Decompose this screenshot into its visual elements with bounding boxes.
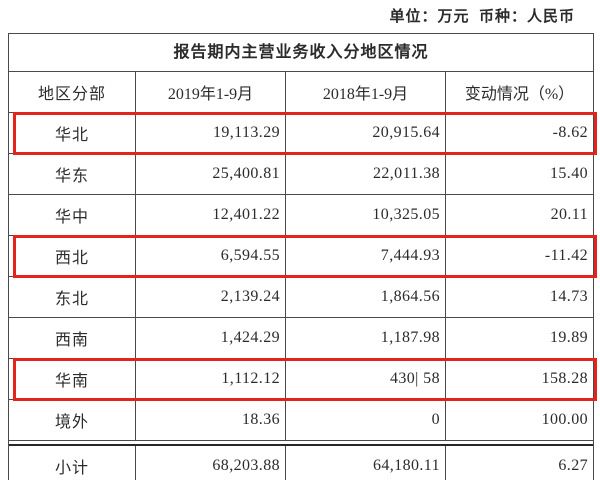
unit-currency-note: 单位：万元 币种：人民币 <box>389 9 575 25</box>
value-2018-cell: 0 <box>286 400 446 440</box>
change-cell: 20.11 <box>550 206 588 223</box>
value-2018-cell: 64,180.11 <box>286 446 446 480</box>
table-row: 境外 18.36 0 100.00 <box>9 400 593 441</box>
value-2018-cell: 22,011.38 <box>286 154 446 194</box>
table-row: 西北 6,594.55 7,444.93 -11.42 <box>9 236 593 277</box>
header-change-percent: 变动情况（%） <box>464 86 575 103</box>
value-2019-cell: 1,424.29 <box>136 318 286 358</box>
region-cell: 华北 <box>9 113 136 153</box>
header-2018-period: 2018年1-9月 <box>286 72 446 112</box>
value-2019-cell: 2,139.24 <box>136 277 286 317</box>
header-2019-period: 2019年1-9月 <box>136 72 286 112</box>
region-cell: 小计 <box>9 446 136 480</box>
value-2018-cell: 10,325.05 <box>286 195 446 235</box>
revenue-by-region-table: 报告期内主营业务收入分地区情况 地区分部 2019年1-9月 2018年1-9月… <box>8 33 597 480</box>
value-2018-cell: 7,444.93 <box>286 236 446 276</box>
value-2019-cell: 12,401.22 <box>136 195 286 235</box>
region-cell: 境外 <box>9 400 136 440</box>
table-row: 华中 12,401.22 10,325.05 20.11 <box>9 195 593 236</box>
change-cell: 14.73 <box>550 288 588 305</box>
change-cell: 100.00 <box>541 411 588 428</box>
table-row: 东北 2,139.24 1,864.56 14.73 <box>9 277 593 318</box>
change-cell: 6.27 <box>558 457 588 474</box>
change-cell: -11.42 <box>544 247 588 264</box>
value-2018-cell: 1,187.98 <box>286 318 446 358</box>
value-2019-cell: 18.36 <box>136 400 286 440</box>
region-cell: 西北 <box>9 236 136 276</box>
region-cell: 东北 <box>9 277 136 317</box>
value-2018-cell: 20,915.64 <box>286 113 446 153</box>
header-region: 地区分部 <box>9 72 136 112</box>
table-row: 华东 25,400.81 22,011.38 15.40 <box>9 154 593 195</box>
table-title: 报告期内主营业务收入分地区情况 <box>9 34 593 72</box>
table-body: 华北 19,113.29 20,915.64 -8.62 华东 25,400.81 22,0… <box>9 113 593 480</box>
value-2018-cell: 1,864.56 <box>286 277 446 317</box>
value-2019-cell: 68,203.88 <box>136 446 286 480</box>
value-2019-cell: 6,594.55 <box>136 236 286 276</box>
change-cell: -8.62 <box>552 124 588 141</box>
value-2019-cell: 19,113.29 <box>136 113 286 153</box>
table-row: 小计 68,203.88 64,180.11 6.27 <box>9 444 593 480</box>
region-cell: 华中 <box>9 195 136 235</box>
table-row: 华南 1,112.12 430| 58 158.28 <box>9 359 593 400</box>
value-2019-cell: 1,112.12 <box>136 359 286 399</box>
change-cell: 19.89 <box>550 329 588 346</box>
value-2019-cell: 25,400.81 <box>136 154 286 194</box>
region-cell: 华南 <box>9 359 136 399</box>
region-cell: 华东 <box>9 154 136 194</box>
value-2018-cell: 430| 58 <box>286 359 446 399</box>
change-cell: 158.28 <box>541 370 588 387</box>
region-cell: 西南 <box>9 318 136 358</box>
table-row: 华北 19,113.29 20,915.64 -8.62 <box>9 113 593 154</box>
table-row: 西南 1,424.29 1,187.98 19.89 <box>9 318 593 359</box>
table-header-row: 地区分部 2019年1-9月 2018年1-9月 变动情况（%） <box>9 72 593 113</box>
change-cell: 15.40 <box>550 165 588 182</box>
